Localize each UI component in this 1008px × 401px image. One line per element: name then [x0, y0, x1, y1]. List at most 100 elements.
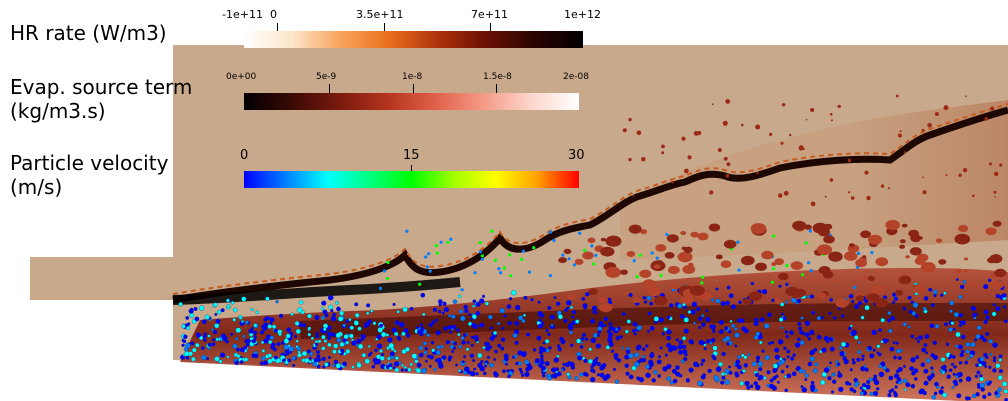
evaporation-fragment — [792, 220, 807, 231]
particle — [401, 331, 406, 337]
particle — [578, 231, 582, 235]
evaporation-fragment — [905, 255, 910, 259]
evaporation-fragment — [588, 288, 598, 296]
particle — [380, 352, 385, 357]
particle — [261, 356, 266, 361]
particle — [631, 365, 637, 371]
particle — [737, 268, 741, 272]
particle — [621, 312, 626, 317]
particle — [509, 274, 513, 278]
particle — [807, 361, 813, 367]
hr-tick-mark — [277, 23, 278, 31]
particle — [473, 367, 477, 371]
particle — [538, 318, 542, 323]
evaporation-fragment — [922, 176, 924, 179]
particle — [784, 388, 788, 393]
evaporation-fragment — [723, 156, 728, 161]
evaporation-fragment — [798, 145, 804, 151]
particle — [241, 320, 244, 323]
particle — [475, 311, 481, 316]
particle — [327, 336, 331, 341]
particle — [189, 312, 195, 318]
particle — [560, 368, 564, 372]
particle — [324, 362, 329, 367]
particle — [809, 356, 815, 362]
particle — [267, 353, 273, 358]
particle — [500, 337, 506, 342]
evaporation-fragment — [954, 268, 962, 274]
particle — [507, 321, 512, 326]
particle — [837, 306, 841, 311]
particle — [643, 300, 648, 304]
particle — [743, 363, 749, 368]
particle — [451, 314, 456, 319]
particle — [903, 388, 907, 392]
particle — [331, 363, 335, 368]
particle — [683, 357, 688, 362]
particle — [234, 360, 239, 366]
particle — [463, 304, 468, 310]
particle — [322, 309, 328, 315]
particle — [965, 342, 971, 347]
particle-velocity-title-line2: (m/s) — [10, 175, 63, 199]
evaporation-fragment — [642, 279, 657, 289]
particle — [918, 389, 923, 395]
evaporation-fragment — [656, 260, 663, 265]
particle — [564, 308, 568, 313]
particle — [581, 297, 586, 301]
particle — [330, 315, 337, 322]
particle — [590, 365, 594, 369]
evaporation-fragment — [899, 239, 906, 244]
particle — [633, 361, 640, 368]
evaporation-fragment — [897, 133, 902, 138]
particle — [204, 314, 210, 320]
particle — [328, 304, 334, 310]
particle — [482, 371, 487, 376]
particle — [374, 348, 378, 353]
particle — [796, 337, 801, 342]
particle — [314, 342, 319, 347]
particle — [854, 335, 859, 340]
particle — [508, 253, 512, 257]
particle — [866, 379, 871, 385]
particle — [393, 349, 397, 353]
particle — [902, 306, 907, 311]
particle — [865, 384, 871, 390]
evaporation-fragment — [622, 128, 627, 133]
particle — [518, 315, 524, 321]
particle — [801, 387, 807, 393]
particle — [264, 316, 268, 320]
particle — [388, 366, 393, 371]
particle — [316, 364, 321, 369]
particle — [958, 361, 963, 365]
particle — [922, 390, 927, 396]
evaporation-fragment — [747, 258, 752, 263]
particle — [853, 285, 857, 289]
particle — [616, 358, 622, 363]
particle — [480, 254, 484, 258]
particle — [930, 353, 935, 358]
particle — [452, 299, 458, 304]
particle — [847, 326, 852, 331]
particle — [353, 320, 359, 326]
particle — [829, 298, 833, 302]
particle — [693, 321, 697, 325]
particle — [800, 385, 804, 389]
particle — [688, 367, 694, 373]
particle — [470, 343, 474, 347]
particle — [387, 337, 393, 343]
flame-front — [172, 106, 1008, 304]
evaporation-fragment — [861, 275, 868, 280]
particle — [974, 374, 979, 379]
particle — [878, 328, 882, 332]
particle — [914, 337, 918, 341]
particle — [709, 341, 713, 345]
evaporation-fragment — [711, 103, 714, 106]
particle — [361, 353, 367, 358]
particle — [735, 361, 740, 366]
particle — [887, 318, 892, 323]
particle — [242, 334, 246, 338]
particle — [602, 375, 608, 381]
evaporation-fragment — [726, 162, 731, 167]
particle — [666, 342, 672, 349]
